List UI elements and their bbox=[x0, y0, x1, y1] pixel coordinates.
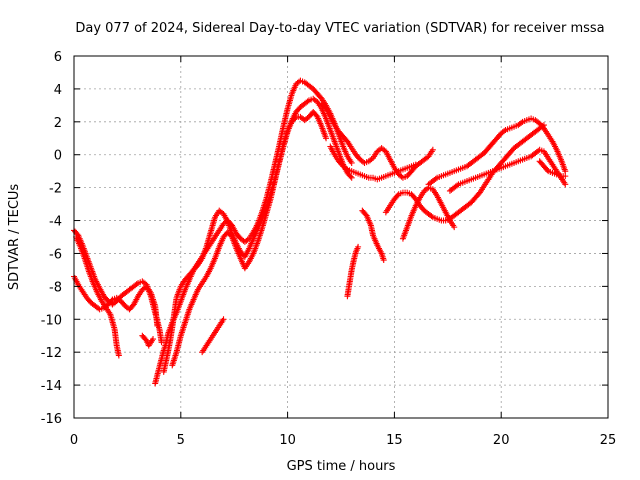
data-point-dense bbox=[347, 173, 354, 180]
y-tick-label: 2 bbox=[54, 116, 62, 131]
data-point-dense bbox=[544, 166, 551, 173]
data-point-dense bbox=[292, 115, 299, 122]
data-point bbox=[348, 174, 355, 181]
x-tick-labels: 0 5 10 15 20 25 bbox=[70, 433, 616, 448]
chart-title: Day 077 of 2024, Sidereal Day-to-day VTE… bbox=[75, 21, 604, 36]
data-point-dense bbox=[432, 175, 439, 182]
data-point-dense bbox=[108, 297, 115, 304]
grid bbox=[74, 56, 608, 418]
y-tick-label: -10 bbox=[41, 313, 62, 328]
data-point-dense bbox=[428, 213, 435, 220]
data-point-dense bbox=[394, 192, 401, 199]
y-tick-label: -4 bbox=[49, 215, 62, 230]
x-axis-label: GPS time / hours bbox=[287, 459, 396, 474]
data-point-dense bbox=[454, 182, 461, 189]
data-point bbox=[150, 336, 157, 343]
y-tick-label: 4 bbox=[54, 83, 62, 98]
y-tick-labels: 6 4 2 0 -2 -4 -6 -8 -10 -12 -14 -16 bbox=[41, 50, 62, 427]
y-tick-label: -16 bbox=[41, 412, 62, 427]
x-tick-label: 5 bbox=[177, 433, 185, 448]
data-point-dense bbox=[342, 165, 349, 172]
data-point bbox=[562, 181, 569, 188]
plot-frame bbox=[73, 55, 609, 419]
x-tick-label: 0 bbox=[70, 433, 78, 448]
data-point bbox=[451, 224, 458, 231]
x-tick-label: 20 bbox=[493, 433, 510, 448]
data-point bbox=[154, 322, 161, 329]
data-point bbox=[412, 161, 419, 168]
y-tick-label: 0 bbox=[54, 149, 62, 164]
y-tick-label: -6 bbox=[49, 247, 62, 262]
y-axis-label: SDTVAR / TECUs bbox=[7, 184, 22, 291]
data-point bbox=[220, 316, 227, 323]
axis-ticks bbox=[73, 55, 609, 419]
data-point bbox=[323, 135, 330, 142]
x-tick-label: 10 bbox=[279, 433, 296, 448]
data-point-dense bbox=[518, 119, 525, 126]
y-tick-label: -2 bbox=[49, 182, 62, 197]
y-tick-label: -14 bbox=[41, 379, 62, 394]
data-point-dense bbox=[304, 98, 311, 105]
data-point bbox=[115, 352, 122, 359]
y-tick-label: 6 bbox=[54, 50, 62, 65]
x-tick-label: 25 bbox=[600, 433, 617, 448]
data-points bbox=[71, 77, 569, 387]
y-tick-label: -8 bbox=[49, 280, 62, 295]
x-tick-label: 15 bbox=[386, 433, 403, 448]
data-point bbox=[562, 173, 569, 180]
data-point bbox=[355, 243, 362, 250]
data-point-dense bbox=[501, 128, 508, 135]
data-point bbox=[380, 257, 387, 264]
data-point bbox=[348, 159, 355, 166]
data-point-dense bbox=[133, 281, 140, 288]
y-tick-label: -12 bbox=[41, 346, 62, 361]
data-point bbox=[429, 146, 436, 153]
